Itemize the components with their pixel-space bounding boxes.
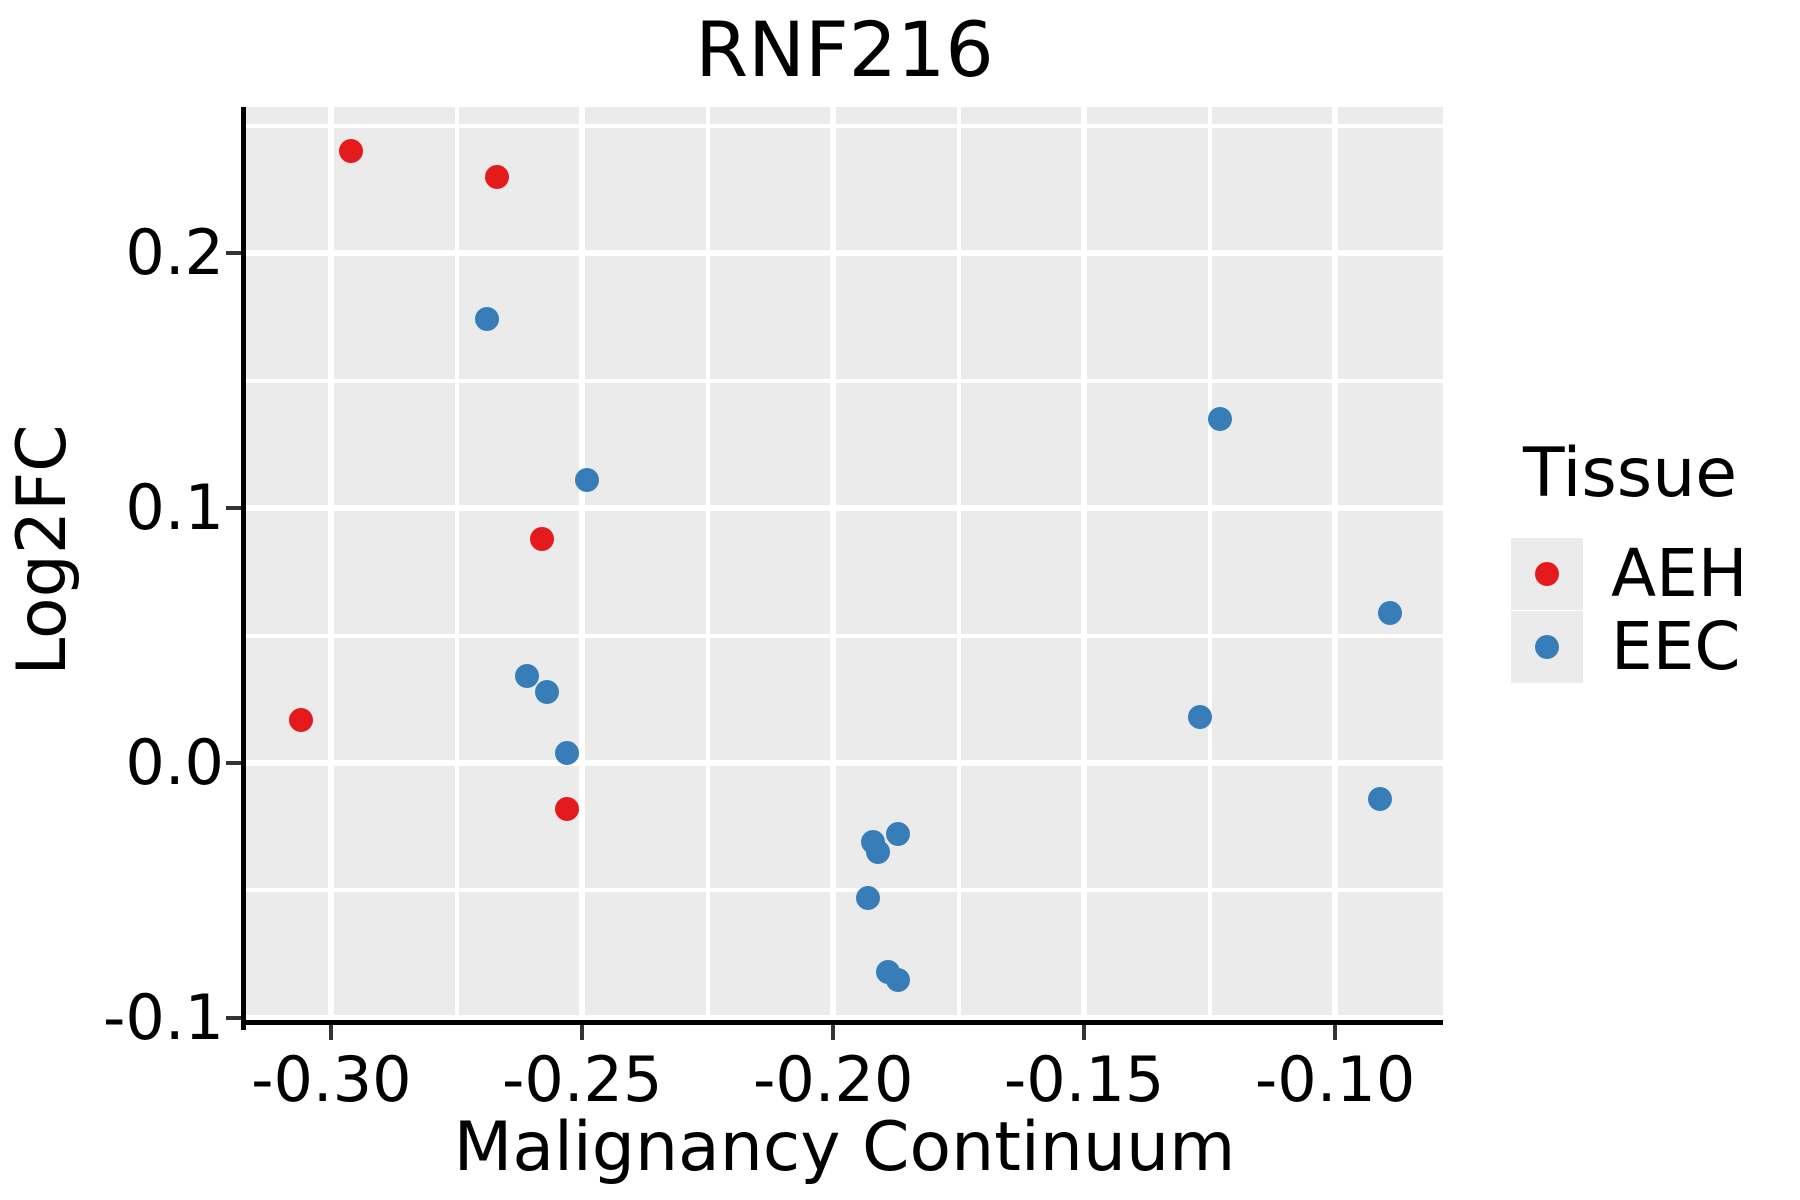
- x-tick-mark: [580, 1025, 585, 1040]
- data-point-eec: [555, 740, 580, 765]
- y-minor-gridline: [246, 888, 1443, 893]
- legend-aeh-dot-icon: [1535, 562, 1559, 586]
- y-tick-mark: [226, 251, 241, 256]
- x-tick-label: -0.30: [251, 1043, 412, 1116]
- legend-key-aeh: [1511, 538, 1583, 610]
- data-point-aeh: [289, 707, 314, 732]
- legend-key-eec: [1511, 611, 1583, 683]
- y-tick-mark: [226, 1015, 241, 1020]
- y-tick-label: 0.1: [125, 471, 224, 545]
- y-tick-label: -0.1: [103, 980, 224, 1054]
- data-point-eec: [515, 664, 540, 689]
- x-tick-mark: [1333, 1025, 1338, 1040]
- data-point-aeh: [530, 526, 555, 551]
- x-major-gridline: [830, 107, 837, 1020]
- x-major-gridline: [1081, 107, 1088, 1020]
- x-tick-mark: [329, 1025, 334, 1040]
- y-tick-mark: [226, 761, 241, 765]
- x-major-gridline: [1332, 107, 1339, 1020]
- data-point-eec: [1207, 406, 1232, 431]
- data-point-eec: [1378, 600, 1403, 625]
- legend-label-eec: EEC: [1611, 608, 1741, 685]
- data-point-eec: [866, 840, 891, 865]
- x-minor-gridline: [956, 107, 961, 1020]
- plot-title: RNF216: [695, 5, 994, 94]
- x-minor-gridline: [1207, 107, 1212, 1020]
- y-major-gridline: [246, 1014, 1443, 1020]
- data-point-aeh: [484, 164, 509, 189]
- x-tick-label: -0.20: [752, 1043, 914, 1116]
- y-major-gridline: [246, 505, 1443, 512]
- x-tick-label: -0.15: [1003, 1043, 1165, 1116]
- data-point-eec: [886, 967, 911, 992]
- y-minor-gridline: [246, 633, 1443, 638]
- x-tick-mark: [831, 1025, 836, 1040]
- data-point-aeh: [339, 139, 364, 164]
- x-tick-label: -0.10: [1254, 1043, 1416, 1116]
- legend-title: Tissue: [1523, 434, 1738, 513]
- y-major-gridline: [246, 760, 1443, 766]
- x-minor-gridline: [454, 107, 459, 1020]
- data-point-aeh: [555, 796, 580, 821]
- y-major-gridline: [246, 250, 1443, 257]
- plot-panel: [246, 107, 1443, 1020]
- x-tick-mark: [1082, 1025, 1087, 1040]
- y-tick-label: 0.2: [125, 216, 224, 290]
- legend-label-aeh: AEH: [1611, 535, 1748, 612]
- x-major-gridline: [328, 107, 335, 1020]
- legend-eec-dot-icon: [1535, 635, 1559, 659]
- y-minor-gridline: [246, 123, 1443, 128]
- x-major-gridline: [579, 107, 586, 1020]
- data-point-eec: [886, 822, 911, 847]
- x-axis-line: [241, 1020, 1443, 1025]
- y-axis-line: [241, 107, 246, 1030]
- y-minor-gridline: [246, 378, 1443, 383]
- data-point-eec: [856, 886, 881, 911]
- y-tick-mark: [226, 506, 241, 511]
- x-minor-gridline: [705, 107, 710, 1020]
- y-tick-label: 0.0: [125, 726, 224, 799]
- data-point-eec: [1368, 786, 1393, 811]
- x-axis-title: Malignancy Continuum: [453, 1108, 1236, 1187]
- data-point-eec: [1187, 705, 1212, 730]
- data-point-eec: [575, 468, 600, 492]
- x-tick-label: -0.25: [502, 1043, 663, 1116]
- data-point-eec: [474, 307, 499, 332]
- data-point-eec: [535, 679, 560, 704]
